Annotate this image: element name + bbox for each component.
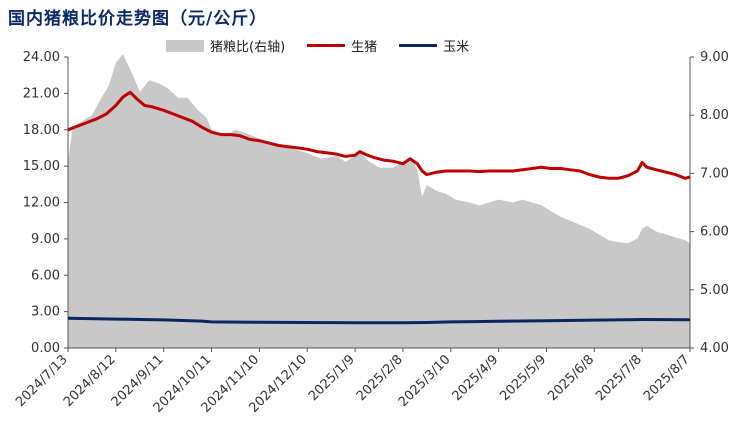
- legend-swatch-ratio: [166, 39, 204, 52]
- y-left-tick-label: 15.00: [23, 159, 60, 174]
- legend-swatch-hog: [307, 44, 346, 47]
- legend-label-ratio: 猪粮比(右轴): [210, 40, 286, 55]
- legend-label-corn: 玉米: [443, 40, 470, 55]
- y-left-tick-label: 0.00: [31, 341, 60, 356]
- y-right-tick-label: 7.00: [700, 166, 729, 181]
- legend-item-corn: 玉米: [399, 36, 469, 55]
- y-right-tick-label: 8.00: [700, 108, 729, 123]
- x-tick-label: 2025/6/8: [545, 352, 597, 404]
- x-tick-label: 2025/5/9: [497, 352, 549, 404]
- y-right-tick-label: 6.00: [700, 225, 729, 240]
- y-right-tick-label: 5.00: [700, 283, 729, 298]
- y-left-tick-label: 21.00: [23, 86, 60, 101]
- chart-legend: 猪粮比(右轴) 生猪 玉米: [166, 36, 491, 55]
- series-line-hog: [67, 90, 691, 180]
- series-line-corn: [67, 316, 691, 325]
- y-right-tick-label: 9.00: [700, 50, 729, 65]
- y-left-tick-label: 12.00: [23, 196, 60, 211]
- legend-swatch-corn: [399, 44, 438, 47]
- legend-item-hog: 生猪: [307, 36, 377, 55]
- x-tick-label: 2025/4/9: [450, 352, 502, 404]
- legend-label-hog: 生猪: [351, 40, 378, 55]
- x-tick-label: 2025/8/7: [641, 352, 693, 404]
- y-left-tick-label: 18.00: [23, 123, 60, 138]
- y-right-tick-label: 4.00: [700, 341, 729, 356]
- y-left-tick-label: 6.00: [31, 268, 60, 283]
- legend-item-ratio: 猪粮比(右轴): [166, 36, 285, 55]
- x-tick-label: 2025/3/10: [396, 352, 454, 410]
- chart-title: 国内猪粮比价走势图（元/公斤）: [8, 9, 268, 29]
- y-left-tick-label: 9.00: [31, 232, 60, 247]
- x-tick-label: 2025/7/8: [593, 352, 645, 404]
- y-left-tick-label: 24.00: [23, 50, 60, 65]
- series-area-ratio: [68, 54, 690, 348]
- y-left-tick-label: 3.00: [31, 305, 60, 320]
- x-tick-label: 2025/1/9: [306, 352, 358, 404]
